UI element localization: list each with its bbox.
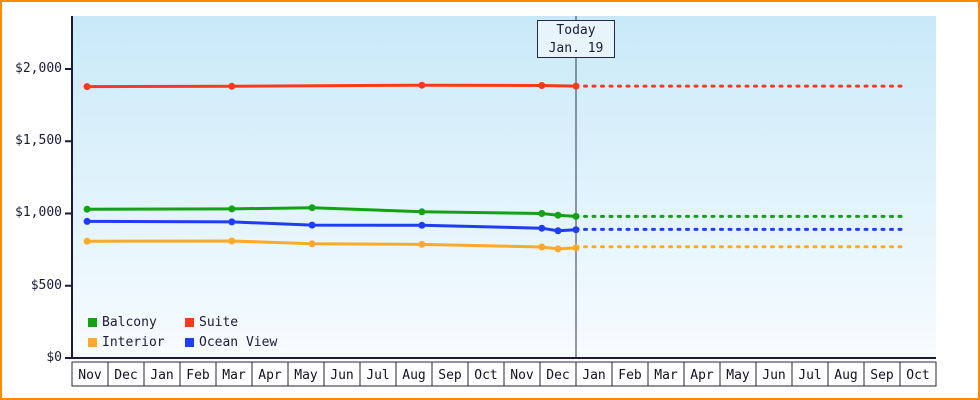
data-point-balcony [418,208,426,216]
month-label: Feb [186,368,210,383]
data-point-ocean-view [308,221,316,229]
legend-label-suite: Suite [199,314,239,330]
month-label: Oct [906,368,929,383]
legend-swatch-ocean-view [185,337,194,347]
legend-row: Balcony Suite [88,312,282,332]
y-tick-label: $0 [46,350,62,365]
legend-swatch-interior [88,337,97,347]
data-point-balcony [228,205,236,213]
data-point-ocean-view [228,218,236,226]
month-label: Dec [114,368,137,383]
legend-label-balcony: Balcony [102,314,157,330]
month-label: Apr [690,368,714,383]
month-label: Aug [834,368,857,383]
month-cell [179,361,217,387]
month-label: Apr [258,368,282,383]
data-point-ocean-view [418,221,426,229]
month-cell [359,361,397,387]
legend-entry-balcony: Balcony [88,315,185,330]
month-cell [251,361,289,387]
y-tick-label: $2,000 [15,61,62,76]
month-label: Sep [438,368,462,383]
data-point-ocean-view [554,227,562,235]
data-point-balcony [538,210,546,217]
data-point-suite [83,83,91,91]
month-cell [215,361,253,387]
data-point-interior [308,240,316,248]
month-cell [755,361,793,387]
legend-swatch-suite [185,317,194,327]
today-date: Jan. 19 [548,41,604,56]
data-point-interior [554,245,562,253]
legend-label-ocean-view: Ocean View [199,334,278,350]
month-cell [647,361,685,387]
month-label: May [294,368,318,383]
month-label: May [726,368,750,383]
month-cell [107,361,145,387]
month-cell [71,361,109,387]
month-label: Aug [402,368,425,383]
legend-swatch-balcony [88,317,97,327]
legend-row: Interior Ocean View [88,332,282,352]
data-point-interior [572,244,580,252]
data-point-interior [83,237,91,245]
month-cell [899,361,937,387]
month-cell [143,361,181,387]
data-point-ocean-view [538,224,546,232]
month-label: Jun [330,368,353,383]
month-label: Jan [582,368,605,383]
data-point-ocean-view [83,217,91,225]
month-label: Oct [474,368,497,383]
data-point-suite [228,82,236,90]
y-tick-label: $1,500 [15,133,62,148]
plot-area [72,16,936,358]
month-label: Nov [510,368,534,383]
data-point-interior [538,243,546,251]
month-label: Jul [366,368,389,383]
data-point-suite [538,82,546,89]
data-point-interior [228,237,236,245]
legend-entry-suite: Suite [185,315,282,330]
data-point-balcony [308,204,316,212]
month-cell [503,361,541,387]
y-tick-label: $500 [30,278,62,293]
data-point-interior [418,240,426,248]
y-tick-label: $1,000 [15,205,62,220]
data-point-balcony [572,212,580,220]
month-cell [863,361,901,387]
data-point-balcony [83,205,91,213]
month-label: Nov [78,368,102,383]
month-label: Dec [546,368,569,383]
data-point-suite [418,81,426,89]
legend-entry-ocean-view: Ocean View [185,335,282,350]
data-point-suite [572,82,580,90]
month-cell [719,361,757,387]
month-label: Mar [654,368,678,383]
legend-label-interior: Interior [102,334,165,350]
month-label: Jul [798,368,821,383]
data-point-ocean-view [572,226,580,234]
data-point-balcony [554,211,562,219]
month-label: Feb [618,368,642,383]
month-cell [431,361,469,387]
series-line-suite [85,83,578,89]
month-cell [683,361,721,387]
month-cell [467,361,505,387]
legend-entry-interior: Interior [88,335,185,350]
today-annotation: Today Jan. 19 [537,20,615,58]
month-label: Sep [870,368,894,383]
month-label: Mar [222,368,246,383]
today-label: Today [556,23,596,38]
month-label: Jun [762,368,785,383]
legend: Balcony Suite Interior Ocean View [88,312,282,352]
month-label: Jan [150,368,173,383]
